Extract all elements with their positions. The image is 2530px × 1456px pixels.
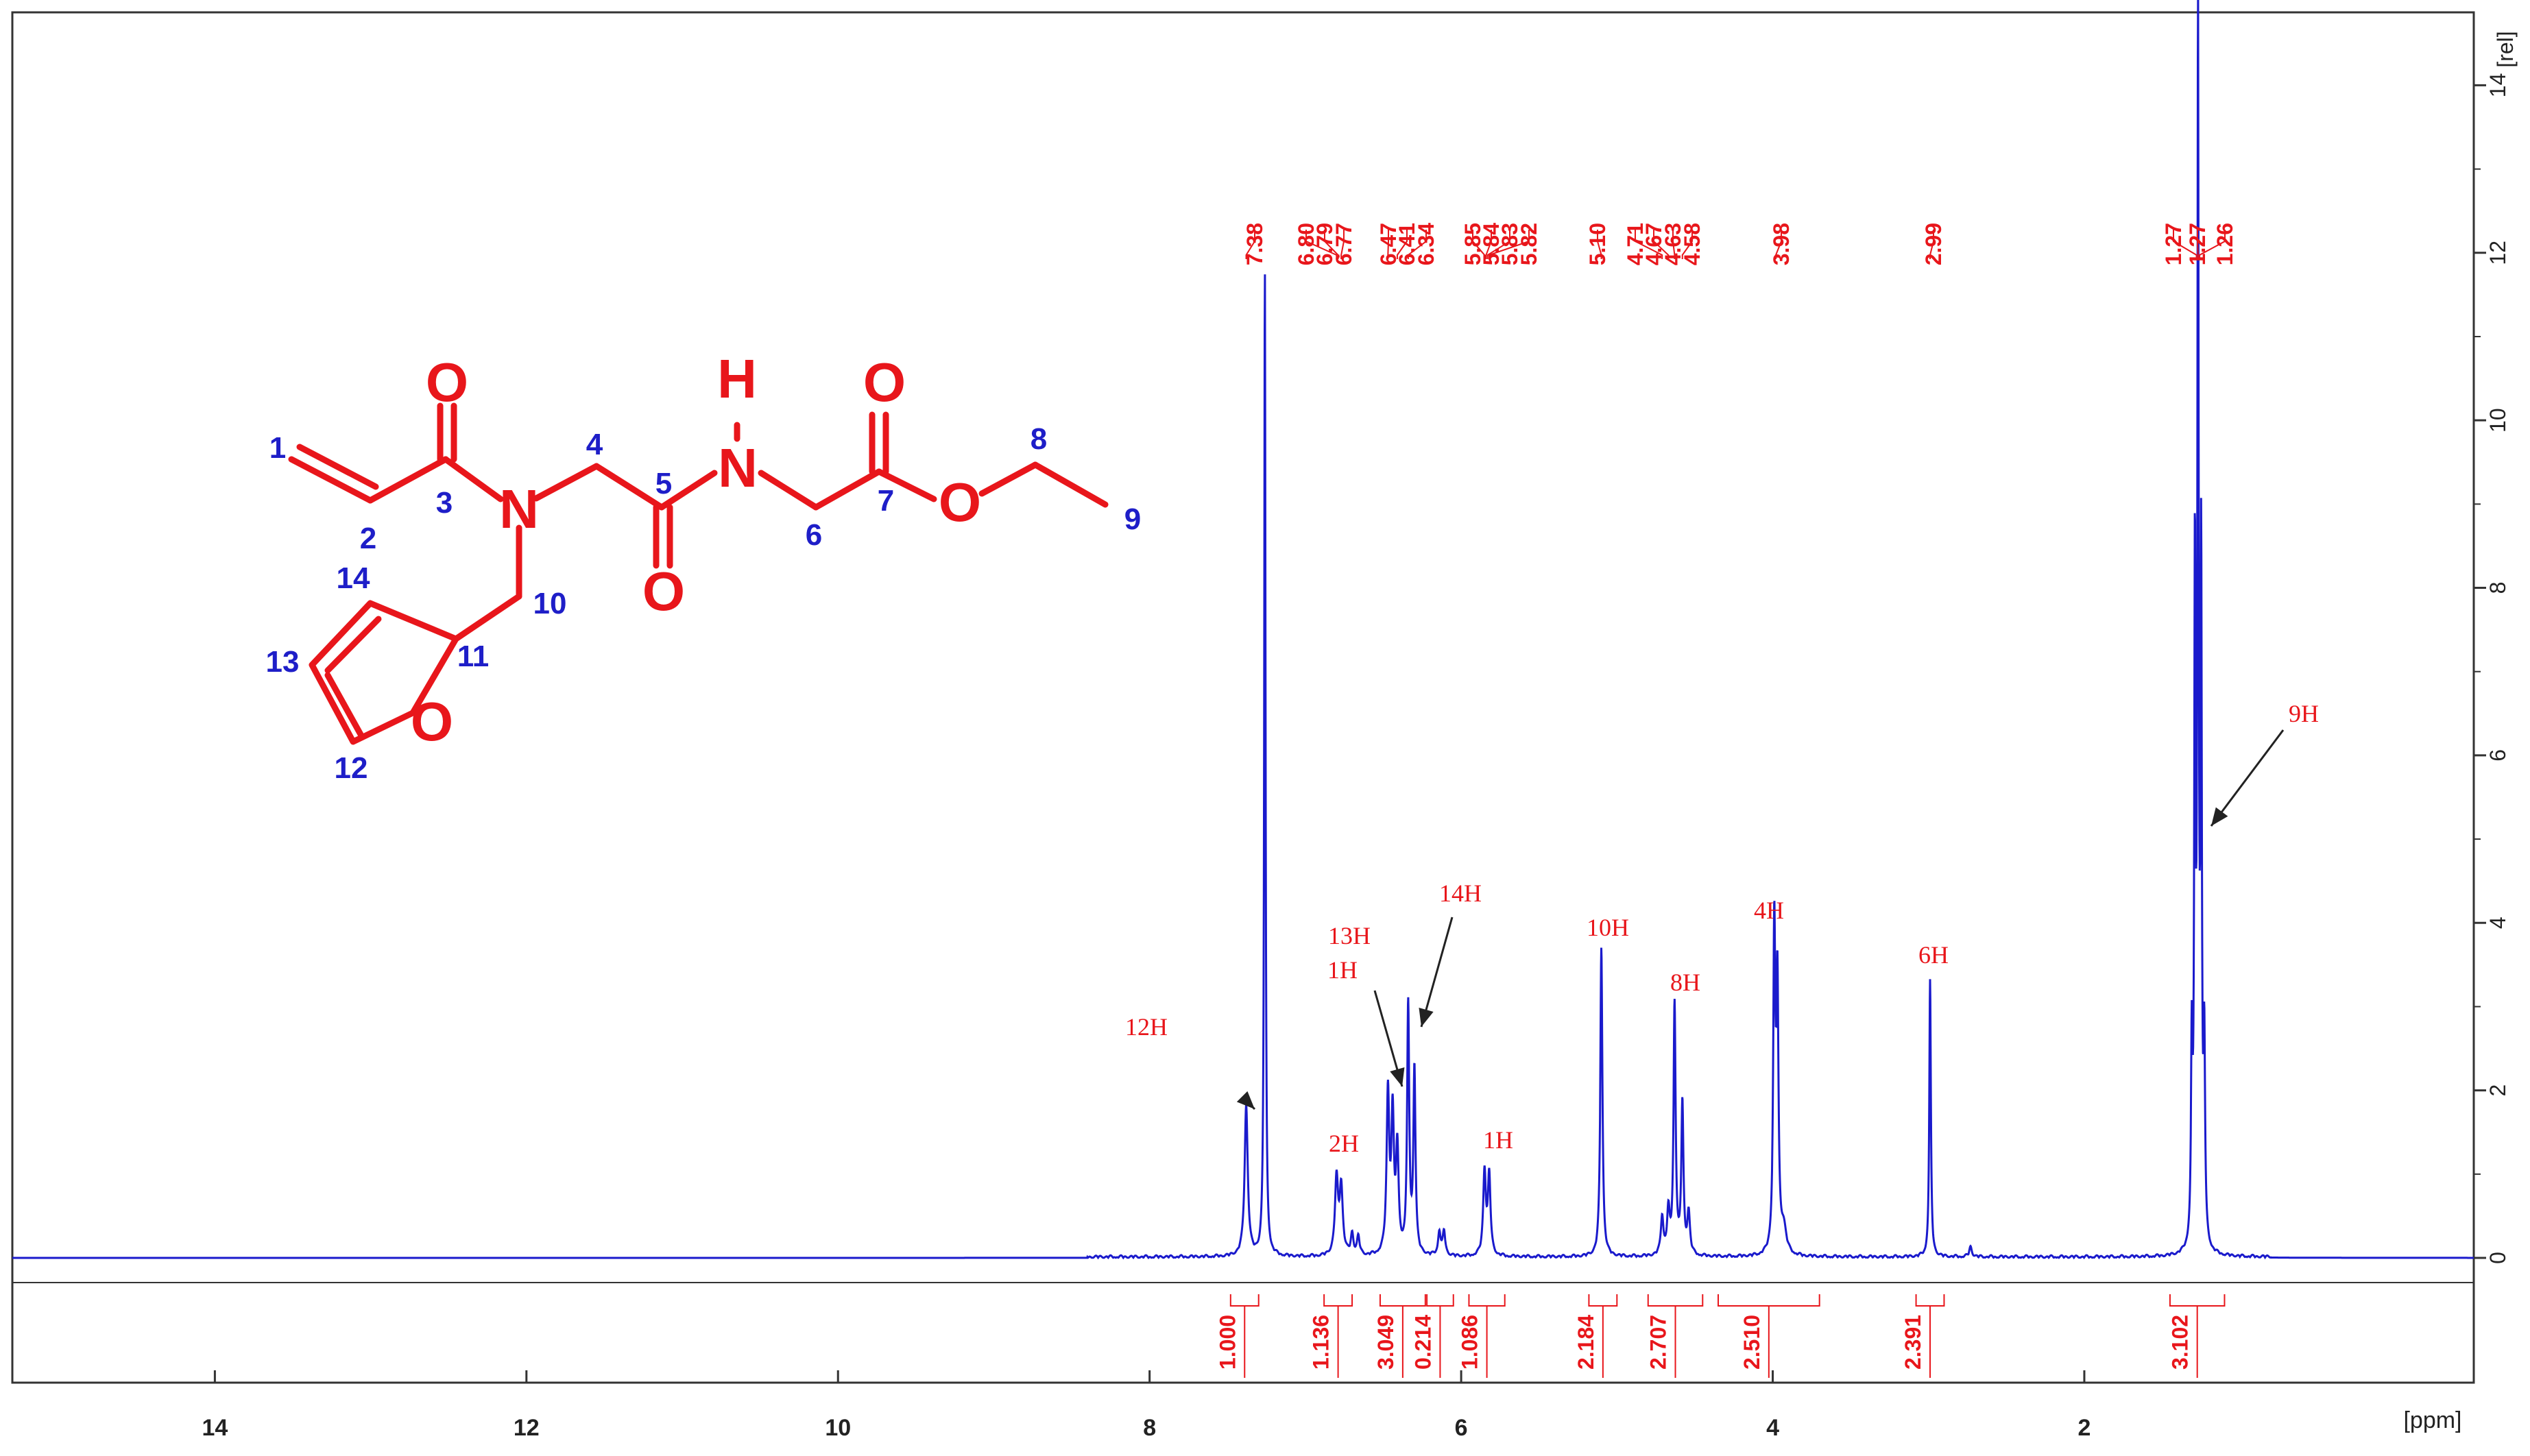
- atom-h-amide: H: [717, 348, 757, 409]
- x-axis-label: [ppm]: [2403, 1407, 2461, 1433]
- peak-label: 1.27: [2161, 223, 2186, 265]
- integral-value: 3.102: [2168, 1315, 2193, 1370]
- atom-o-carbonyl-3: O: [426, 352, 468, 413]
- y-tick-label: 14: [2485, 73, 2510, 98]
- position-6: 6: [806, 518, 822, 552]
- position-13: 13: [266, 645, 300, 679]
- position-11: 11: [457, 640, 490, 673]
- integral-value: 3.049: [1373, 1315, 1398, 1370]
- x-tick-label: 14: [202, 1415, 228, 1441]
- y-tick-label: 4: [2485, 917, 2510, 929]
- position-4: 4: [586, 428, 603, 461]
- integral-value: 2.184: [1574, 1315, 1598, 1370]
- y-tick-label: 6: [2485, 749, 2510, 762]
- y-tick-label: 0: [2485, 1252, 2510, 1264]
- assignment-label: 13H: [1328, 922, 1371, 949]
- assignment-label: 1H: [1327, 956, 1358, 984]
- y-tick-label: 12: [2485, 241, 2510, 265]
- integral-value: 2.510: [1739, 1315, 1764, 1370]
- position-7: 7: [878, 484, 894, 518]
- atom-o-carbonyl-7: O: [863, 352, 906, 413]
- peak-label: 4.58: [1680, 223, 1704, 265]
- x-tick-label: 6: [1455, 1415, 1468, 1441]
- position-3: 3: [436, 486, 453, 520]
- integral-value: 2.707: [1646, 1315, 1671, 1370]
- assignment-label: 2H: [1329, 1130, 1359, 1157]
- assignment-label: 4H: [1754, 897, 1784, 924]
- position-9: 9: [1124, 502, 1141, 536]
- atom-o-furan: O: [411, 691, 453, 752]
- assignment-label: 14H: [1439, 879, 1482, 907]
- integral-value: 1.000: [1215, 1315, 1240, 1370]
- position-8: 8: [1031, 422, 1047, 456]
- integral-value: 0.214: [1410, 1315, 1435, 1370]
- position-2: 2: [360, 522, 376, 555]
- assignment-label: 1H: [1483, 1126, 1513, 1154]
- peak-label: 1.26: [2213, 223, 2237, 265]
- peak-label-leader: [2197, 230, 2198, 259]
- position-10: 10: [533, 587, 567, 620]
- assignment-label: 8H: [1670, 969, 1700, 996]
- atom-o-ester: O: [939, 472, 981, 533]
- integral-value: 1.086: [1458, 1315, 1482, 1370]
- peak-label: 5.10: [1585, 223, 1610, 265]
- x-tick-label: 2: [2078, 1415, 2091, 1441]
- position-14: 14: [337, 561, 370, 595]
- position-5: 5: [655, 467, 672, 500]
- assignment-label: 12H: [1125, 1013, 1168, 1041]
- assignment-label: 10H: [1587, 914, 1629, 941]
- assignment-label: 6H: [1918, 941, 1949, 969]
- atom-n-tertiary: N: [499, 478, 539, 539]
- atom-o-carbonyl-5: O: [642, 561, 685, 622]
- integral-value: 1.136: [1309, 1315, 1334, 1370]
- position-12: 12: [335, 751, 368, 785]
- y-tick-label: 2: [2485, 1084, 2510, 1097]
- atom-n-amide: N: [718, 437, 758, 498]
- position-1: 1: [269, 431, 286, 465]
- x-tick-label: 4: [1766, 1415, 1779, 1441]
- x-tick-label: 10: [825, 1415, 851, 1441]
- x-tick-label: 8: [1143, 1415, 1156, 1441]
- y-tick-label: 10: [2485, 408, 2510, 433]
- peak-label: 3.98: [1769, 223, 1794, 265]
- peak-label: 6.34: [1414, 223, 1438, 265]
- peak-label: 2.99: [1921, 223, 1946, 265]
- y-tick-label: 8: [2485, 582, 2510, 594]
- y-axis-label: [rel]: [2493, 31, 2518, 67]
- x-tick-label: 12: [514, 1415, 540, 1441]
- integral-value: 2.391: [1901, 1315, 1925, 1370]
- assignment-label: 9H: [2289, 700, 2319, 727]
